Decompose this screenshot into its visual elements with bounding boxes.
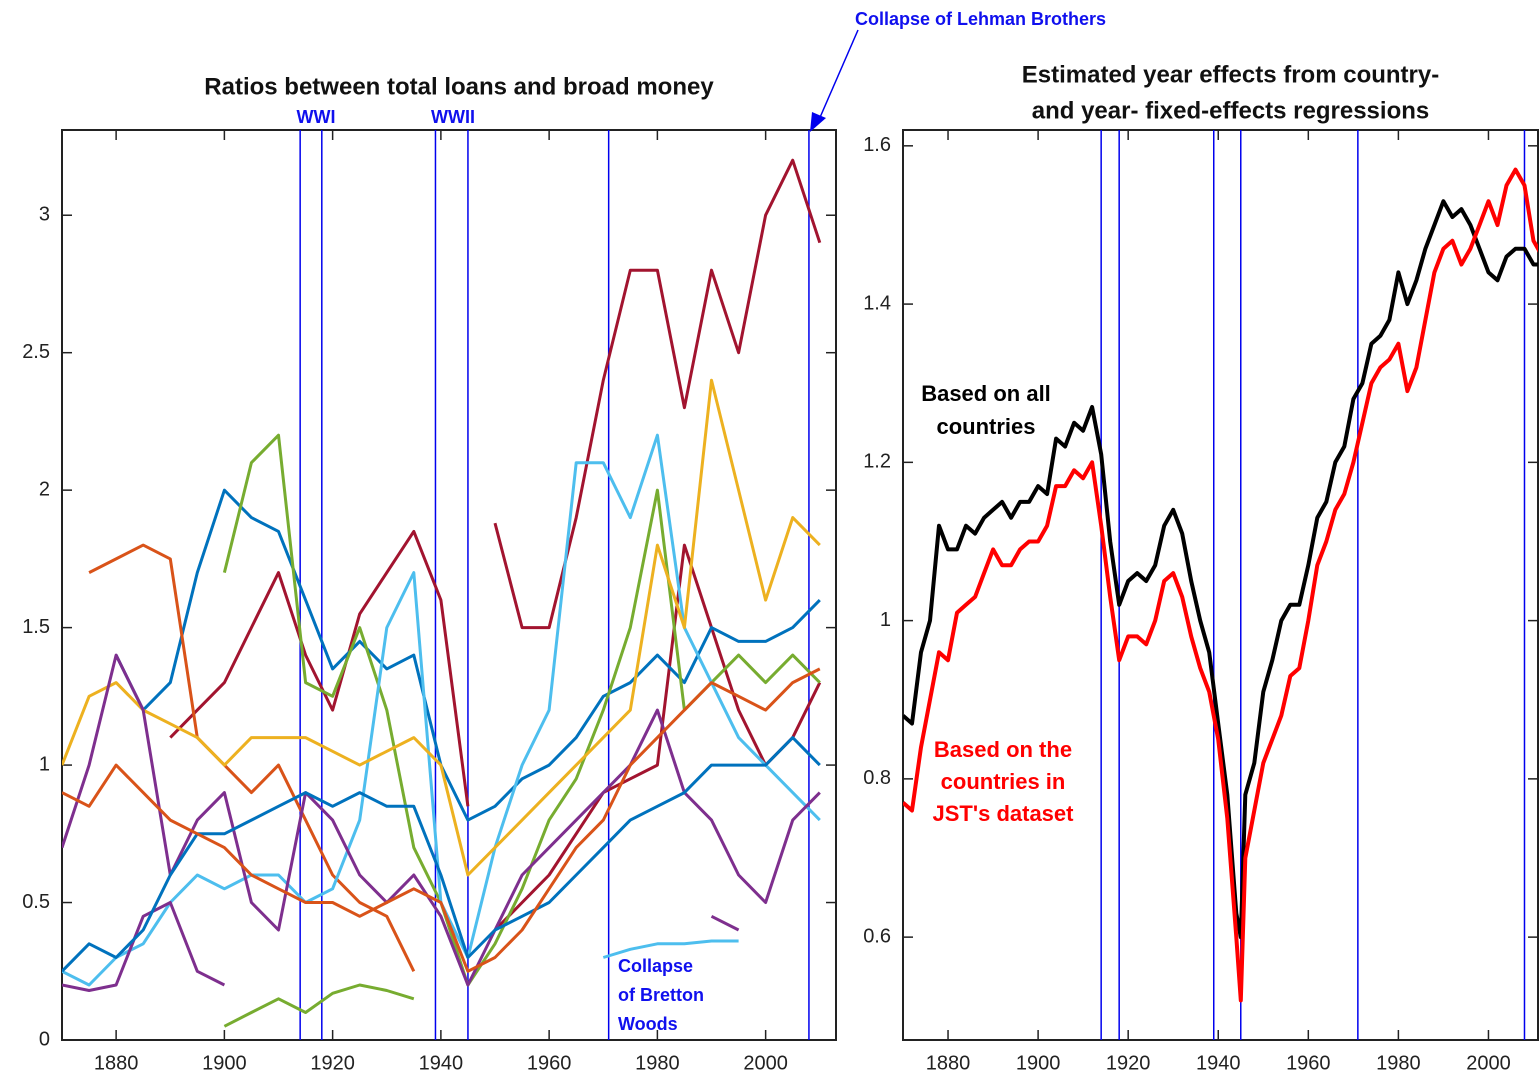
y-tick-label: 1 — [39, 753, 50, 775]
chart-title: Estimated year effects from country- — [1022, 61, 1439, 88]
x-tick-label: 1900 — [202, 1052, 247, 1074]
data-line — [62, 653, 821, 987]
plot-frame — [61, 129, 837, 1041]
x-tick-label: 1980 — [635, 1052, 680, 1074]
y-tick-label: 3 — [39, 204, 50, 226]
data-line — [222, 433, 821, 987]
y-tick-label: 1.6 — [863, 134, 891, 156]
x-tick-label: 1960 — [527, 1052, 572, 1074]
data-line — [62, 736, 821, 973]
data-line — [493, 158, 822, 630]
annotation: JST's dataset — [933, 801, 1075, 826]
annotation: Woods — [618, 1014, 678, 1034]
arrow-head — [810, 112, 826, 132]
annotation: Collapse of Lehman Brothers — [855, 9, 1106, 29]
y-tick-label: 1.5 — [22, 616, 50, 638]
annotation: WWII — [431, 107, 475, 127]
data-line — [62, 901, 740, 992]
x-tick-label: 1880 — [94, 1052, 139, 1074]
x-tick-label: 1920 — [310, 1052, 355, 1074]
annotation: of Bretton — [618, 985, 704, 1005]
data-line — [62, 667, 821, 973]
y-tick-label: 2 — [39, 478, 50, 500]
annotation: WWI — [297, 107, 336, 127]
data-line — [223, 983, 415, 1028]
y-tick-label: 0.6 — [863, 925, 891, 947]
y-tick-label: 2.5 — [22, 341, 50, 363]
annotation: countries — [936, 414, 1035, 439]
annotation: Based on the — [934, 737, 1072, 762]
x-tick-label: 1880 — [926, 1052, 971, 1074]
x-tick-label: 1940 — [419, 1052, 464, 1074]
x-tick-label: 2000 — [743, 1052, 788, 1074]
y-tick-label: 0 — [39, 1028, 50, 1050]
x-tick-label: 1980 — [1376, 1052, 1421, 1074]
data-line — [903, 167, 1538, 1003]
plot-frame — [902, 129, 1539, 1041]
x-tick-label: 1900 — [1016, 1052, 1061, 1074]
data-line — [88, 543, 416, 972]
x-tick-label: 1920 — [1106, 1052, 1151, 1074]
chart-title: and year- fixed-effects regressions — [1032, 97, 1430, 124]
arrow-line — [817, 29, 859, 123]
data-line — [114, 488, 821, 822]
annotation: Collapse — [618, 956, 693, 976]
y-tick-label: 1 — [880, 609, 891, 631]
y-tick-label: 1.2 — [863, 451, 891, 473]
y-tick-label: 1.4 — [863, 292, 891, 314]
data-line — [903, 199, 1538, 940]
x-tick-label: 1940 — [1196, 1052, 1241, 1074]
x-tick-label: 2000 — [1466, 1052, 1511, 1074]
annotation: Based on all — [921, 381, 1051, 406]
data-line — [169, 529, 470, 807]
data-line — [62, 378, 821, 877]
y-tick-label: 0.8 — [863, 767, 891, 789]
data-line — [602, 939, 739, 959]
chart-title: Ratios between total loans and broad mon… — [204, 73, 714, 100]
annotation: countries in — [941, 769, 1066, 794]
y-tick-label: 0.5 — [22, 891, 50, 913]
x-tick-label: 1960 — [1286, 1052, 1331, 1074]
